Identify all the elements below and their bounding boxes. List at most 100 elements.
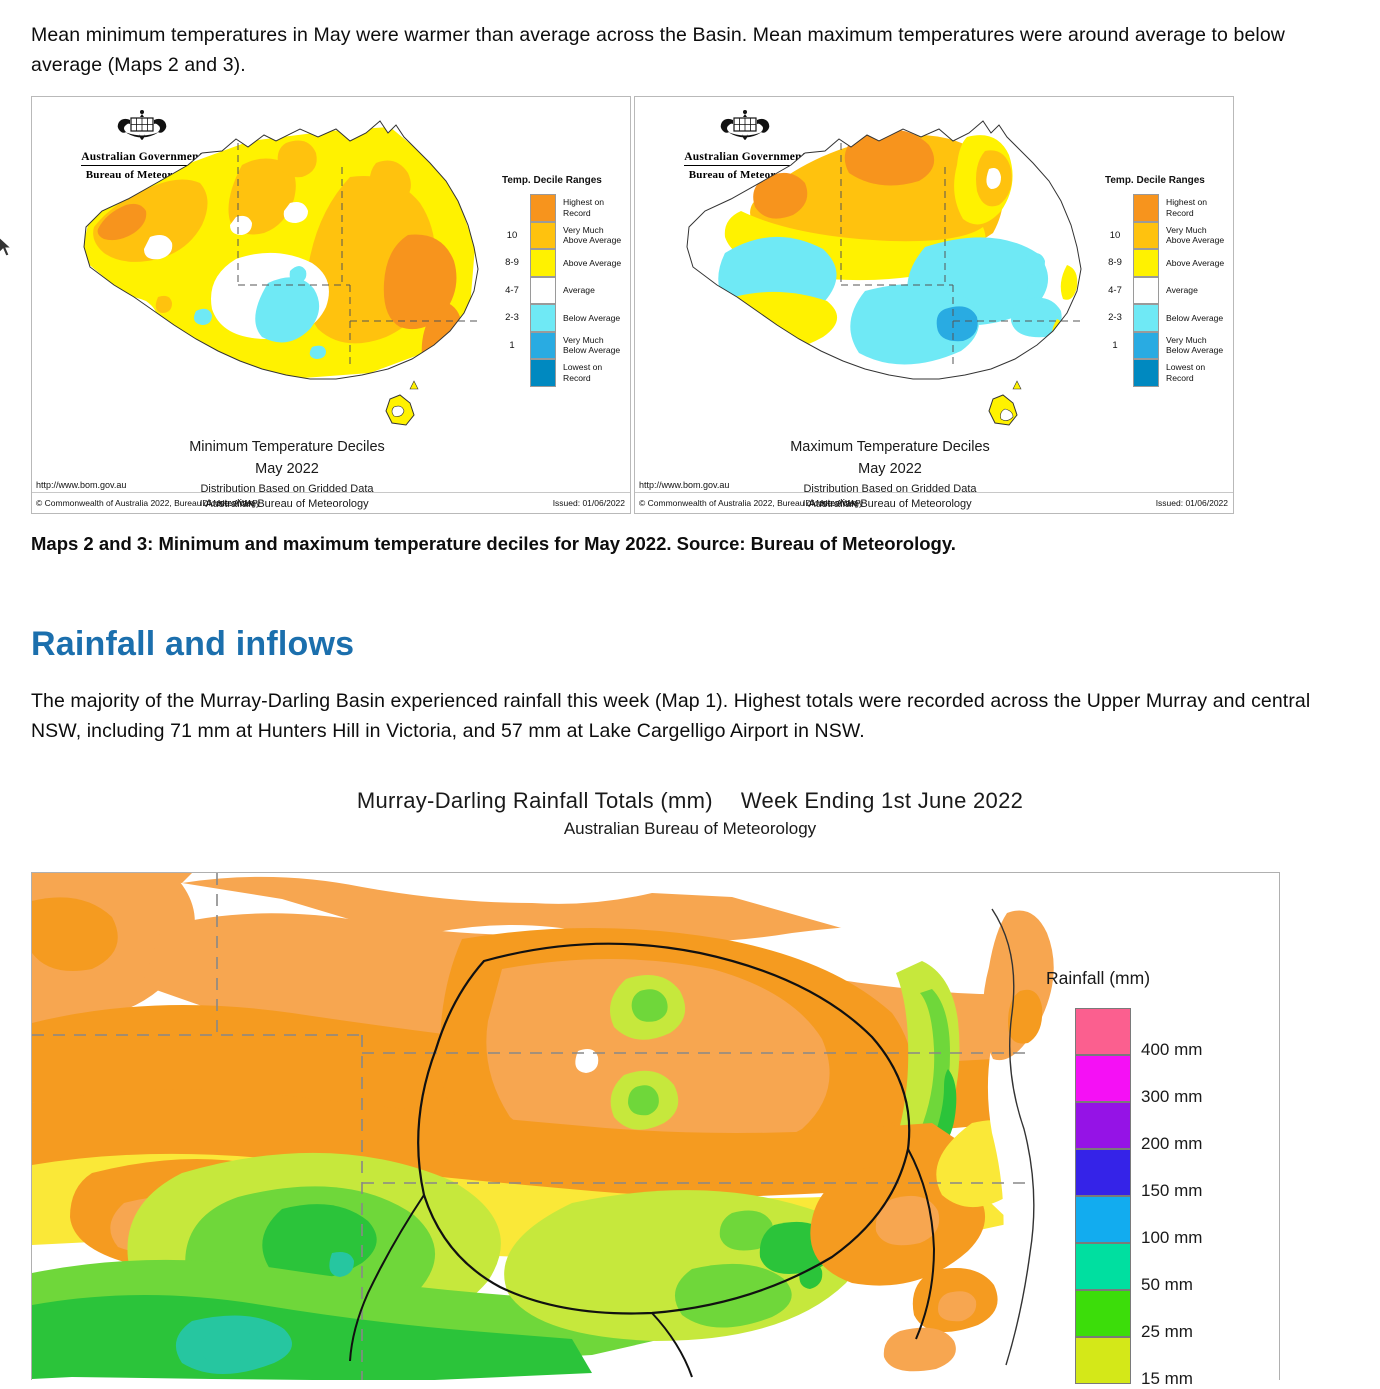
decile-legend-min: Temp. Decile Ranges Highest on Record 10… [494, 175, 626, 387]
map-max-title: Maximum Temperature Deciles [790, 439, 990, 455]
rainfall-swatch [1075, 1290, 1131, 1337]
map-max-subtitle2: Australian Bureau of Meteorology [808, 498, 972, 510]
section-heading-rainfall: Rainfall and inflows [31, 625, 355, 663]
decile-swatch [1133, 249, 1159, 277]
gov-label-line1: Australian Government [684, 150, 806, 166]
decile-legend-item: Lowest on Record [494, 359, 626, 387]
rainfall-swatch [1075, 1337, 1131, 1384]
map-max-period: May 2022 [858, 461, 922, 477]
rainfall-paragraph: The majority of the Murray-Darling Basin… [31, 690, 1311, 742]
decile-label: Average [563, 285, 595, 295]
decile-number: 1 [1112, 339, 1118, 351]
copyright-text: © Commonwealth of Australia 2022, Bureau… [639, 498, 864, 508]
decile-legend-item: 10 Very Much Above Average [1097, 221, 1229, 249]
australian-coat-of-arms-icon [720, 110, 770, 140]
decile-swatch [1133, 304, 1159, 332]
rainfall-legend: 400 mm 300 mm 200 mm 150 mm 100 mm 50 mm… [1075, 1008, 1275, 1388]
rainfall-legend-item: 25 mm [1075, 1290, 1275, 1341]
decile-legend-rows: Highest on Record 10 Very Much Above Ave… [494, 194, 626, 387]
intro-paragraph: Mean minimum temperatures in May were wa… [31, 24, 1285, 76]
decile-swatch [1133, 331, 1159, 359]
decile-label: Highest on Record [1166, 197, 1208, 218]
decile-swatch [1133, 194, 1159, 222]
rainfall-title-sub: Australian Bureau of Meteorology [563, 819, 817, 838]
decile-legend-rows: Highest on Record 10 Very Much Above Ave… [1097, 194, 1229, 387]
decile-number: 10 [506, 229, 518, 241]
decile-swatch [530, 304, 556, 332]
bom-url-max: http://www.bom.gov.au [639, 480, 730, 490]
decile-legend-item: 8-9 Above Average [1097, 249, 1229, 277]
map-min-title: Minimum Temperature Deciles [189, 439, 385, 455]
gov-label-line1: Australian Government [81, 150, 203, 166]
rainfall-legend-label: 150 mm [1141, 1181, 1203, 1200]
decile-legend-item: 10 Very Much Above Average [494, 221, 626, 249]
rainfall-legend-label: 400 mm [1141, 1040, 1203, 1059]
decile-number: 8-9 [505, 257, 519, 269]
decile-legend-item: Highest on Record [1097, 194, 1229, 222]
rainfall-legend-item: 400 mm [1075, 1008, 1275, 1059]
rainfall-legend-label: 50 mm [1141, 1275, 1193, 1294]
decile-legend-item: Highest on Record [494, 194, 626, 222]
decile-label: Lowest on Record [1166, 362, 1206, 383]
decile-swatch [530, 276, 556, 304]
rainfall-legend-item: 15 mm [1075, 1337, 1275, 1388]
decile-label: Below Average [563, 312, 621, 323]
decile-legend-item: 8-9 Above Average [494, 249, 626, 277]
cursor-arrow-icon [0, 237, 13, 257]
decile-legend-item: 1 Very Much Below Average [1097, 331, 1229, 359]
bom-branding-min: Australian Government Bureau of Meteorol… [62, 109, 222, 181]
rainfall-swatch [1075, 1008, 1131, 1055]
map-maximum-temperature-deciles: Australian Government Bureau of Meteorol… [634, 96, 1234, 514]
murray-darling-rainfall-map [31, 872, 1280, 1380]
rainfall-legend-label: 15 mm [1141, 1369, 1193, 1388]
decile-legend-item: Lowest on Record [1097, 359, 1229, 387]
decile-legend-item: 4-7 Average [1097, 276, 1229, 304]
decile-label: Above Average [1166, 257, 1225, 268]
rainfall-legend-item: 150 mm [1075, 1149, 1275, 1200]
rainfall-contour-plot [32, 873, 1279, 1380]
decile-swatch [530, 359, 556, 387]
id-code-text: ID code: AWAP [200, 498, 258, 508]
map-min-period: May 2022 [255, 461, 319, 477]
decile-label: Average [1166, 285, 1198, 295]
decile-swatch [1133, 359, 1159, 387]
rainfall-map-title-block: Murray-Darling Rainfall Totals (mm) Week … [0, 788, 1380, 839]
decile-swatch [530, 221, 556, 249]
rainfall-legend-label: 100 mm [1141, 1228, 1203, 1247]
decile-swatch [530, 194, 556, 222]
decile-number: 4-7 [505, 284, 519, 296]
decile-label: Highest on Record [563, 197, 605, 218]
map-minimum-temperature-deciles: Australian Government Bureau of Meteorol… [31, 96, 631, 514]
rainfall-legend-item: 200 mm [1075, 1102, 1275, 1153]
decile-number: 10 [1109, 229, 1121, 241]
rainfall-legend-item: 50 mm [1075, 1243, 1275, 1294]
decile-number: 8-9 [1108, 257, 1122, 269]
decile-label: Very Much Below Average [1166, 334, 1224, 356]
map-min-footer: © Commonwealth of Australia 2022, Bureau… [32, 492, 630, 513]
map-max-footer: © Commonwealth of Australia 2022, Bureau… [635, 492, 1233, 513]
issued-text: Issued: 01/06/2022 [1155, 498, 1228, 508]
rainfall-swatch [1075, 1055, 1131, 1102]
copyright-text: © Commonwealth of Australia 2022, Bureau… [36, 498, 261, 508]
decile-legend-title: Temp. Decile Ranges [1105, 175, 1205, 186]
rainfall-legend-label: 200 mm [1141, 1134, 1203, 1153]
decile-label: Lowest on Record [563, 362, 603, 383]
decile-legend-item: 4-7 Average [494, 276, 626, 304]
rainfall-legend-item: 100 mm [1075, 1196, 1275, 1247]
australia-min-temp-decile-shading [83, 120, 480, 426]
decile-legend-item: 2-3 Below Average [494, 304, 626, 332]
decile-legend-item: 1 Very Much Below Average [494, 331, 626, 359]
rainfall-swatch [1075, 1243, 1131, 1290]
decile-number: 2-3 [1108, 312, 1122, 324]
rainfall-swatch [1075, 1196, 1131, 1243]
decile-label: Below Average [1166, 312, 1224, 323]
decile-label: Very Much Above Average [563, 224, 622, 246]
rainfall-legend-label: 25 mm [1141, 1322, 1193, 1341]
rainfall-title-line: Murray-Darling Rainfall Totals (mm) Week … [0, 788, 1380, 814]
decile-label: Above Average [563, 257, 622, 268]
decile-number: 4-7 [1108, 284, 1122, 296]
decile-swatch [1133, 221, 1159, 249]
decile-swatch [1133, 276, 1159, 304]
rainfall-swatch [1075, 1102, 1131, 1149]
